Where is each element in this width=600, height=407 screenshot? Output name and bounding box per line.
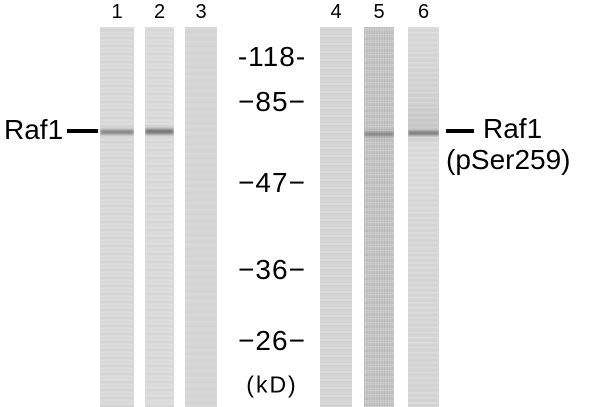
kd-unit-label: (kD) — [246, 371, 298, 398]
blot-lane — [364, 27, 394, 407]
mw-marker-label: −26− — [238, 325, 306, 356]
raf1-label: Raf1 — [4, 114, 64, 145]
lane-number-label: 1 — [111, 1, 123, 23]
mw-marker-label: −47− — [238, 167, 306, 198]
blot-lane — [100, 27, 134, 407]
protein-band — [145, 128, 174, 134]
blot-lane — [408, 27, 439, 407]
lane-number-label: 6 — [417, 1, 430, 23]
blot-lane — [320, 27, 352, 407]
raf1-pser259-label-line2: (pSer259) — [446, 144, 571, 175]
left-band-annotation: Raf1 — [4, 114, 99, 146]
blot-lane — [185, 27, 217, 407]
raf1-pser259-label-line1: Raf1 — [483, 113, 543, 144]
lane-number-label: 2 — [153, 1, 166, 23]
mw-marker-label: −36− — [238, 254, 306, 285]
right-pointer-dash — [446, 128, 474, 133]
protein-band — [100, 130, 134, 134]
right-band-annotation: Raf1 (pSer259) — [446, 113, 571, 175]
mw-marker-label: −85− — [238, 86, 306, 117]
protein-band — [364, 132, 394, 136]
left-pointer-dash — [67, 129, 99, 133]
protein-band — [408, 131, 439, 135]
right-annotation-row1: Raf1 — [446, 113, 571, 144]
mw-marker-label: -118- — [237, 41, 307, 72]
lane-number-label: 5 — [373, 1, 385, 23]
lane-number-label: 3 — [195, 1, 207, 23]
lane-number-label: 4 — [330, 1, 342, 23]
blot-lane — [145, 27, 174, 407]
